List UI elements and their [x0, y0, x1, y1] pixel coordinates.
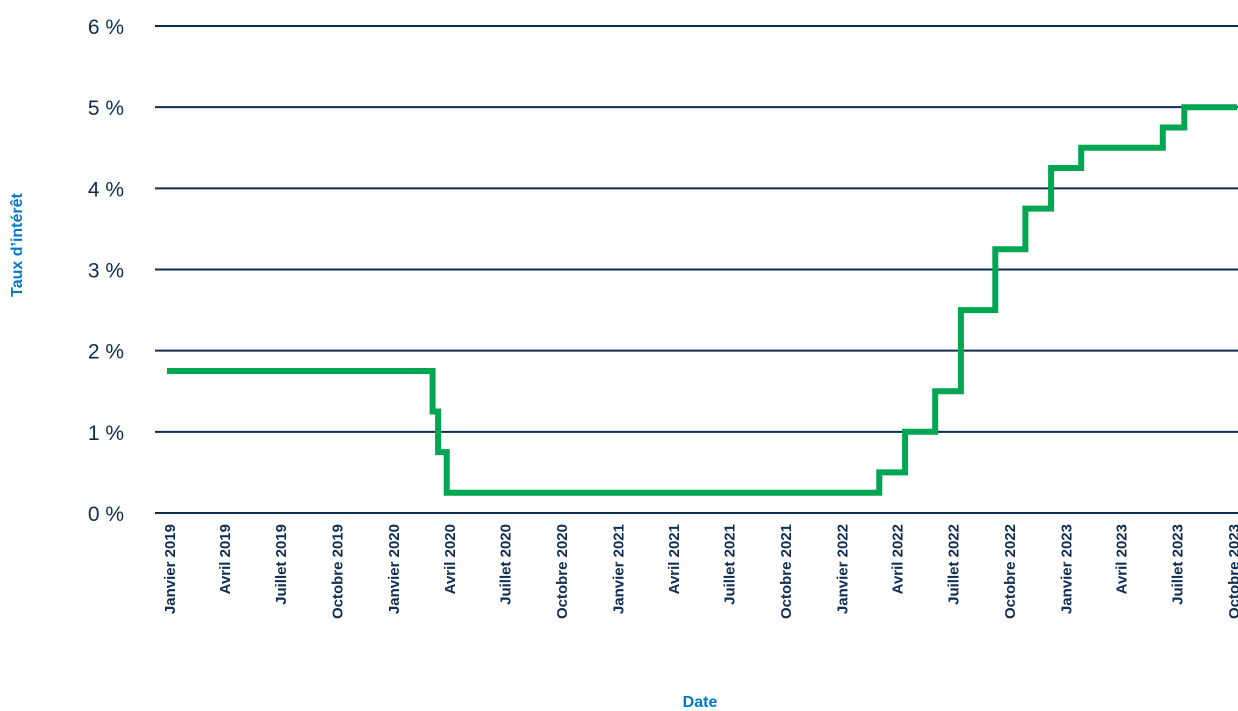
- x-tick-label: Janvier 2020: [386, 524, 403, 614]
- y-tick-labels: 0 % 1 % 2 % 3 % 4 % 5 % 6 %: [88, 16, 124, 526]
- x-tick-label: Janvier 2022: [835, 524, 852, 614]
- y-tick-label: 3 %: [88, 260, 124, 283]
- x-tick-labels: Janvier 2019 Avril 2019 Juillet 2019 Octobr…: [162, 524, 1238, 619]
- y-tick-label: 6 %: [88, 16, 124, 39]
- x-tick-label: Janvier 2019: [162, 524, 179, 614]
- grid-lines: [155, 25, 1238, 514]
- y-tick-label: 0 %: [88, 503, 124, 526]
- x-tick-label: Octobre 2019: [330, 524, 347, 619]
- x-tick-label: Avril 2021: [666, 524, 683, 594]
- x-tick-label: Juillet 2023: [1170, 524, 1187, 605]
- y-tick-label: 4 %: [88, 178, 124, 201]
- x-tick-label: Octobre 2021: [778, 524, 795, 619]
- x-tick-label: Juillet 2021: [722, 524, 739, 605]
- interest-rate-series-line: [167, 104, 1237, 496]
- x-axis-title: Date: [683, 694, 718, 711]
- y-tick-label: 5 %: [88, 97, 124, 120]
- x-tick-label: Juillet 2019: [273, 524, 290, 605]
- x-tick-label: Avril 2020: [442, 524, 459, 594]
- x-tick-label: Octobre 2023: [1226, 524, 1238, 619]
- x-tick-label: Avril 2019: [217, 524, 234, 594]
- x-tick-label: Avril 2023: [1114, 524, 1131, 594]
- x-tick-label: Avril 2022: [890, 524, 907, 594]
- x-tick-label: Juillet 2022: [946, 524, 963, 605]
- y-axis-title: Taux d’intérêt: [9, 192, 26, 296]
- x-tick-label: Janvier 2021: [611, 524, 628, 614]
- x-tick-label: Janvier 2023: [1058, 524, 1075, 614]
- y-tick-label: 1 %: [88, 422, 124, 445]
- y-tick-label: 2 %: [88, 341, 124, 364]
- x-tick-label: Octobre 2022: [1002, 524, 1019, 619]
- x-tick-label: Juillet 2020: [498, 524, 515, 605]
- x-tick-label: Octobre 2020: [554, 524, 571, 619]
